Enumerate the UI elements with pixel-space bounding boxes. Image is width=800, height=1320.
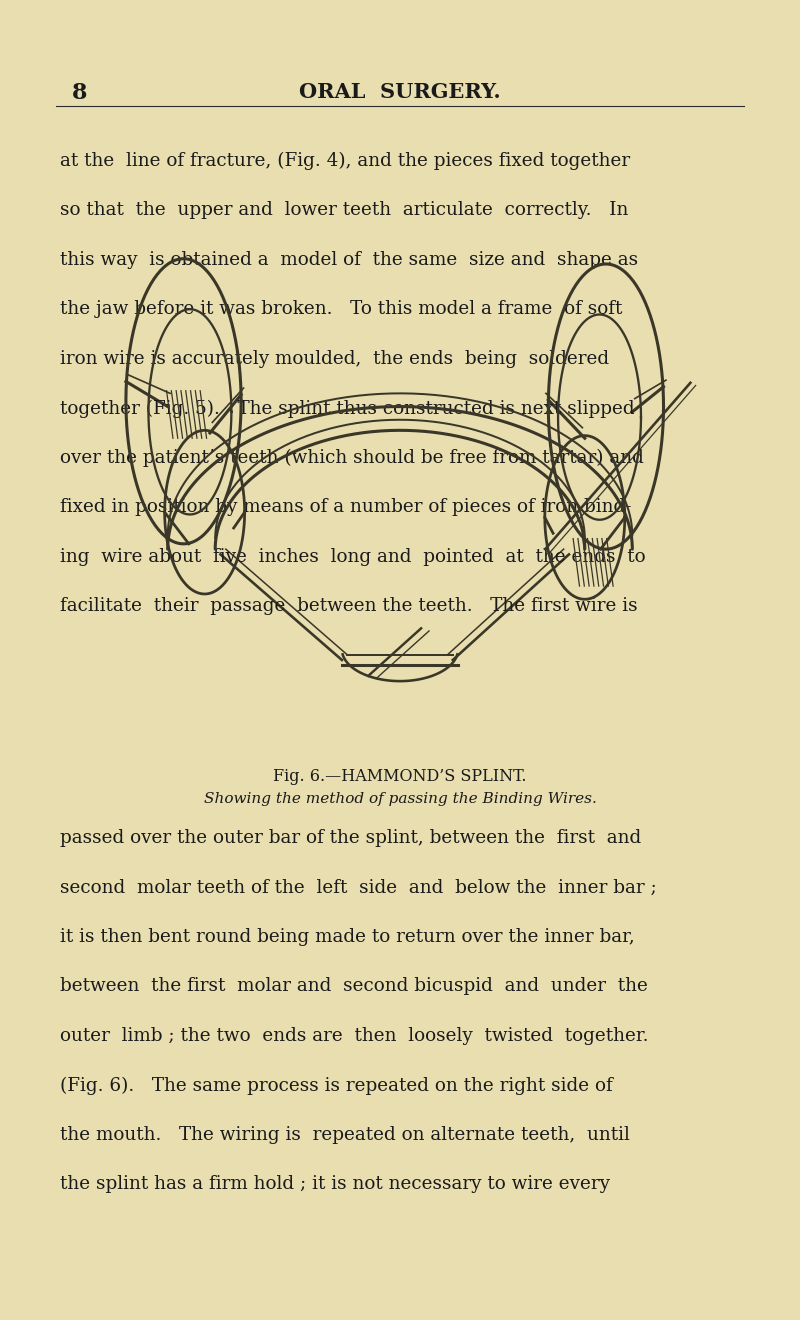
Text: together (Fig. 5).   The splint thus constructed is next slipped: together (Fig. 5). The splint thus const… bbox=[60, 399, 634, 417]
Text: the splint has a firm hold ; it is not necessary to wire every: the splint has a firm hold ; it is not n… bbox=[60, 1175, 610, 1193]
Text: Fig. 6.—HAMMOND’S SPLINT.: Fig. 6.—HAMMOND’S SPLINT. bbox=[274, 768, 526, 785]
Text: between  the first  molar and  second bicuspid  and  under  the: between the first molar and second bicus… bbox=[60, 977, 648, 995]
Text: at the  line of fracture, (Fig. 4), and the pieces fixed together: at the line of fracture, (Fig. 4), and t… bbox=[60, 152, 630, 170]
Text: facilitate  their  passage  between the teeth.   The first wire is: facilitate their passage between the tee… bbox=[60, 597, 638, 615]
Text: so that  the  upper and  lower teeth  articulate  correctly.   In: so that the upper and lower teeth articu… bbox=[60, 201, 628, 219]
Text: second  molar teeth of the  left  side  and  below the  inner bar ;: second molar teeth of the left side and … bbox=[60, 879, 657, 896]
Text: ing  wire about  five  inches  long and  pointed  at  the ends  to: ing wire about five inches long and poin… bbox=[60, 548, 646, 566]
Text: iron wire is accurately moulded,  the ends  being  soldered: iron wire is accurately moulded, the end… bbox=[60, 350, 609, 368]
Text: ORAL  SURGERY.: ORAL SURGERY. bbox=[299, 82, 501, 102]
Text: Showing the method of passing the Binding Wires.: Showing the method of passing the Bindin… bbox=[203, 792, 597, 807]
Text: fixed in position by means of a number of pieces of iron bind-: fixed in position by means of a number o… bbox=[60, 498, 631, 516]
Text: it is then bent round being made to return over the inner bar,: it is then bent round being made to retu… bbox=[60, 928, 634, 946]
Text: over the patient’s teeth (which should be free from tartar) and: over the patient’s teeth (which should b… bbox=[60, 449, 644, 467]
Text: the mouth.   The wiring is  repeated on alternate teeth,  until: the mouth. The wiring is repeated on alt… bbox=[60, 1126, 630, 1144]
Text: 8: 8 bbox=[72, 82, 87, 104]
Text: the jaw before it was broken.   To this model a frame  of soft: the jaw before it was broken. To this mo… bbox=[60, 300, 622, 318]
Text: this way  is obtained a  model of  the same  size and  shape as: this way is obtained a model of the same… bbox=[60, 251, 638, 269]
Text: (Fig. 6).   The same process is repeated on the right side of: (Fig. 6). The same process is repeated o… bbox=[60, 1076, 613, 1094]
Text: passed over the outer bar of the splint, between the  first  and: passed over the outer bar of the splint,… bbox=[60, 829, 642, 847]
Text: outer  limb ; the two  ends are  then  loosely  twisted  together.: outer limb ; the two ends are then loose… bbox=[60, 1027, 649, 1045]
